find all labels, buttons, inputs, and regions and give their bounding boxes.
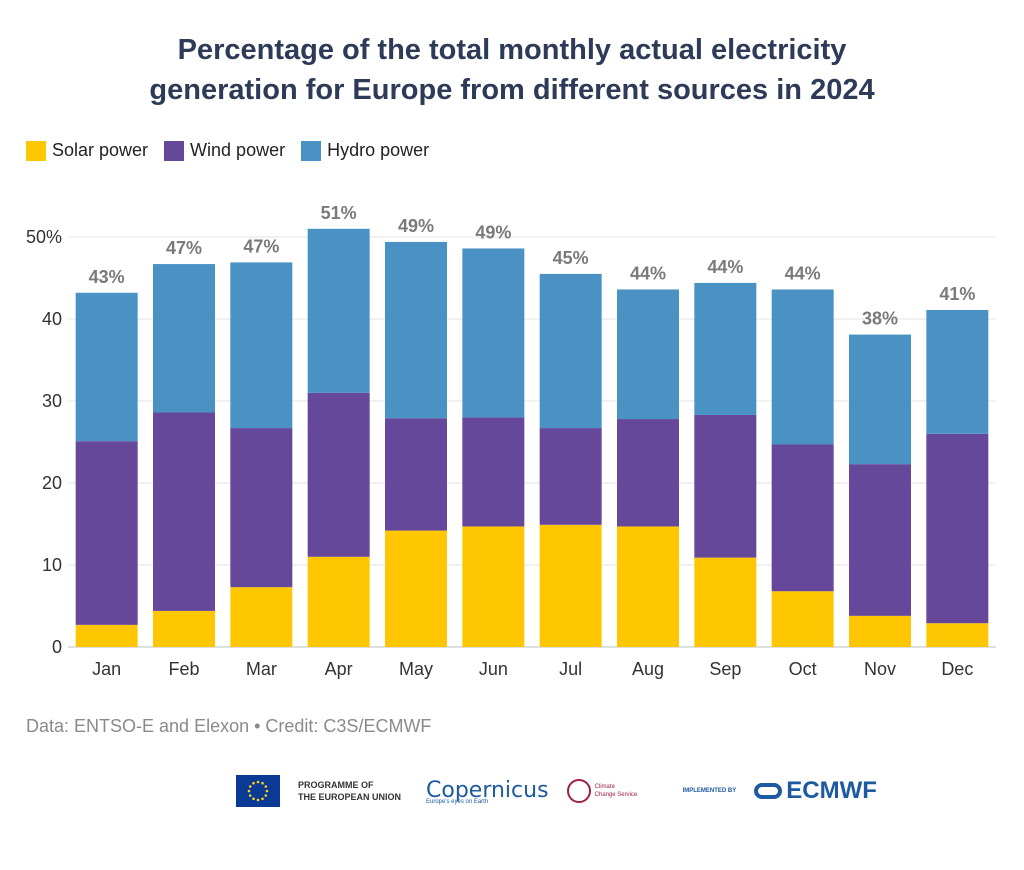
bar-hydro-power [771,289,834,445]
credit-text: Data: ENTSO-E and Elexon • Credit: C3S/E… [26,716,432,736]
x-tick-label: Feb [168,659,199,679]
chart-title: Percentage of the total monthly actual e… [0,30,1024,110]
legend-label-solar: Solar power [52,140,149,160]
bar-solar-power [230,587,293,647]
bar-solar-power [771,591,834,647]
bar-wind-power [694,414,757,558]
bar-hydro-power [153,264,215,413]
copernicus-wordmark: opernicus [441,777,549,803]
legend-label-hydro: Hydro power [327,140,430,160]
bar-wind-power [230,428,293,588]
legend-swatch-hydro [301,140,322,161]
thermometer-icon [566,779,591,803]
ecmwf-wordmark: ECMWF [786,777,877,804]
total-label: 43% [89,267,125,287]
bar-hydro-power [385,241,447,419]
c3s-text: Climate Change Service [595,783,665,799]
y-tick-label: 0 [52,637,62,657]
bar-hydro-power [849,334,911,465]
x-tick-label: Mar [246,659,277,679]
legend-item-hydro: Hydro power [301,140,429,161]
footer-logos: PROGRAMME OF THE EUROPEAN UNION Copernic… [236,775,877,807]
total-label: 38% [862,309,898,329]
eu-flag-icon [236,775,280,807]
total-label: 49% [475,222,511,242]
x-tick-label: Aug [632,659,664,679]
bar-solar-power [926,623,989,647]
bar-wind-power [849,464,911,616]
bar-solar-power [694,557,757,647]
legend-label-wind: Wind power [190,140,286,160]
legend-item-solar: Solar power [26,140,148,161]
y-tick-label: 50% [26,227,62,247]
bar-solar-power [849,615,911,647]
x-tick-label: Apr [325,659,353,679]
bar-solar-power [307,556,370,647]
implemented-by-text: IMPLEMENTED BY [682,788,737,794]
bar-hydro-power [539,273,602,429]
chart-title-line-2: generation for Europe from different sou… [149,74,875,106]
total-label: 51% [321,203,357,223]
bar-hydro-power [926,309,989,434]
total-label: 49% [398,216,434,236]
y-tick-label: 10 [42,555,62,575]
bar-hydro-power [75,292,138,442]
ecmwf-logo: ECMWF [754,777,877,805]
bar-wind-power [617,419,679,527]
eu-programme-text: PROGRAMME OF THE EUROPEAN UNION [298,779,408,803]
bar-solar-power [539,524,602,647]
x-tick-label: May [399,659,433,679]
x-tick-label: Sep [709,659,741,679]
y-tick-label: 20 [42,473,62,493]
copernicus-c: C [426,777,442,803]
c3s-text-line-1: Climate [594,784,615,790]
bar-solar-power [75,624,138,647]
bar-solar-power [153,610,215,647]
bar-solar-power [462,526,525,647]
bar-wind-power [153,412,215,611]
bar-wind-power [307,392,370,557]
total-label: 44% [785,263,821,283]
bar-solar-power [617,526,679,647]
chart-title-line-1: Percentage of the total monthly actual e… [177,34,847,66]
total-label: 41% [939,284,975,304]
bar-hydro-power [694,282,757,415]
x-tick-label: Nov [864,659,896,679]
legend: Solar power Wind power Hydro power [26,140,429,161]
bar-solar-power [385,530,447,647]
x-tick-label: Jun [479,659,508,679]
legend-item-wind: Wind power [164,140,285,161]
total-label: 47% [243,236,279,256]
y-tick-label: 40 [42,309,62,329]
legend-swatch-solar [26,140,46,161]
total-label: 47% [166,238,202,258]
ecmwf-mark-icon [754,783,783,799]
copernicus-tagline: Europe's eyes on Earth [426,798,489,805]
bar-wind-power [771,444,834,592]
c3s-text-line-2: Change Service [594,792,638,798]
bar-hydro-power [307,228,370,393]
total-label: 45% [553,248,589,268]
bar-hydro-power [230,262,293,429]
bar-wind-power [539,428,602,525]
total-label: 44% [707,257,743,277]
eu-text-line-1: PROGRAMME OF [298,780,374,790]
y-tick-label: 30 [42,391,62,411]
bar-hydro-power [462,248,525,418]
bar-wind-power [75,441,138,625]
c3s-logo: Climate Change Service [566,779,665,803]
x-tick-label: Dec [941,659,973,679]
bar-wind-power [462,417,525,527]
copernicus-logo: Copernicus Europe's eyes on Earth [426,778,549,805]
x-tick-label: Oct [789,659,817,679]
x-tick-label: Jul [559,659,582,679]
x-tick-label: Jan [92,659,121,679]
stacked-bar-chart: 0 10 20 30 40 50% 43% Jan 47% Feb 47% Mar 51% Apr 49% M… [26,203,996,679]
legend-swatch-wind [164,140,185,161]
total-label: 44% [630,263,666,283]
bar-wind-power [926,433,989,624]
bar-hydro-power [617,289,679,420]
bar-wind-power [385,418,447,531]
eu-text-line-2: THE EUROPEAN UNION [298,792,402,802]
